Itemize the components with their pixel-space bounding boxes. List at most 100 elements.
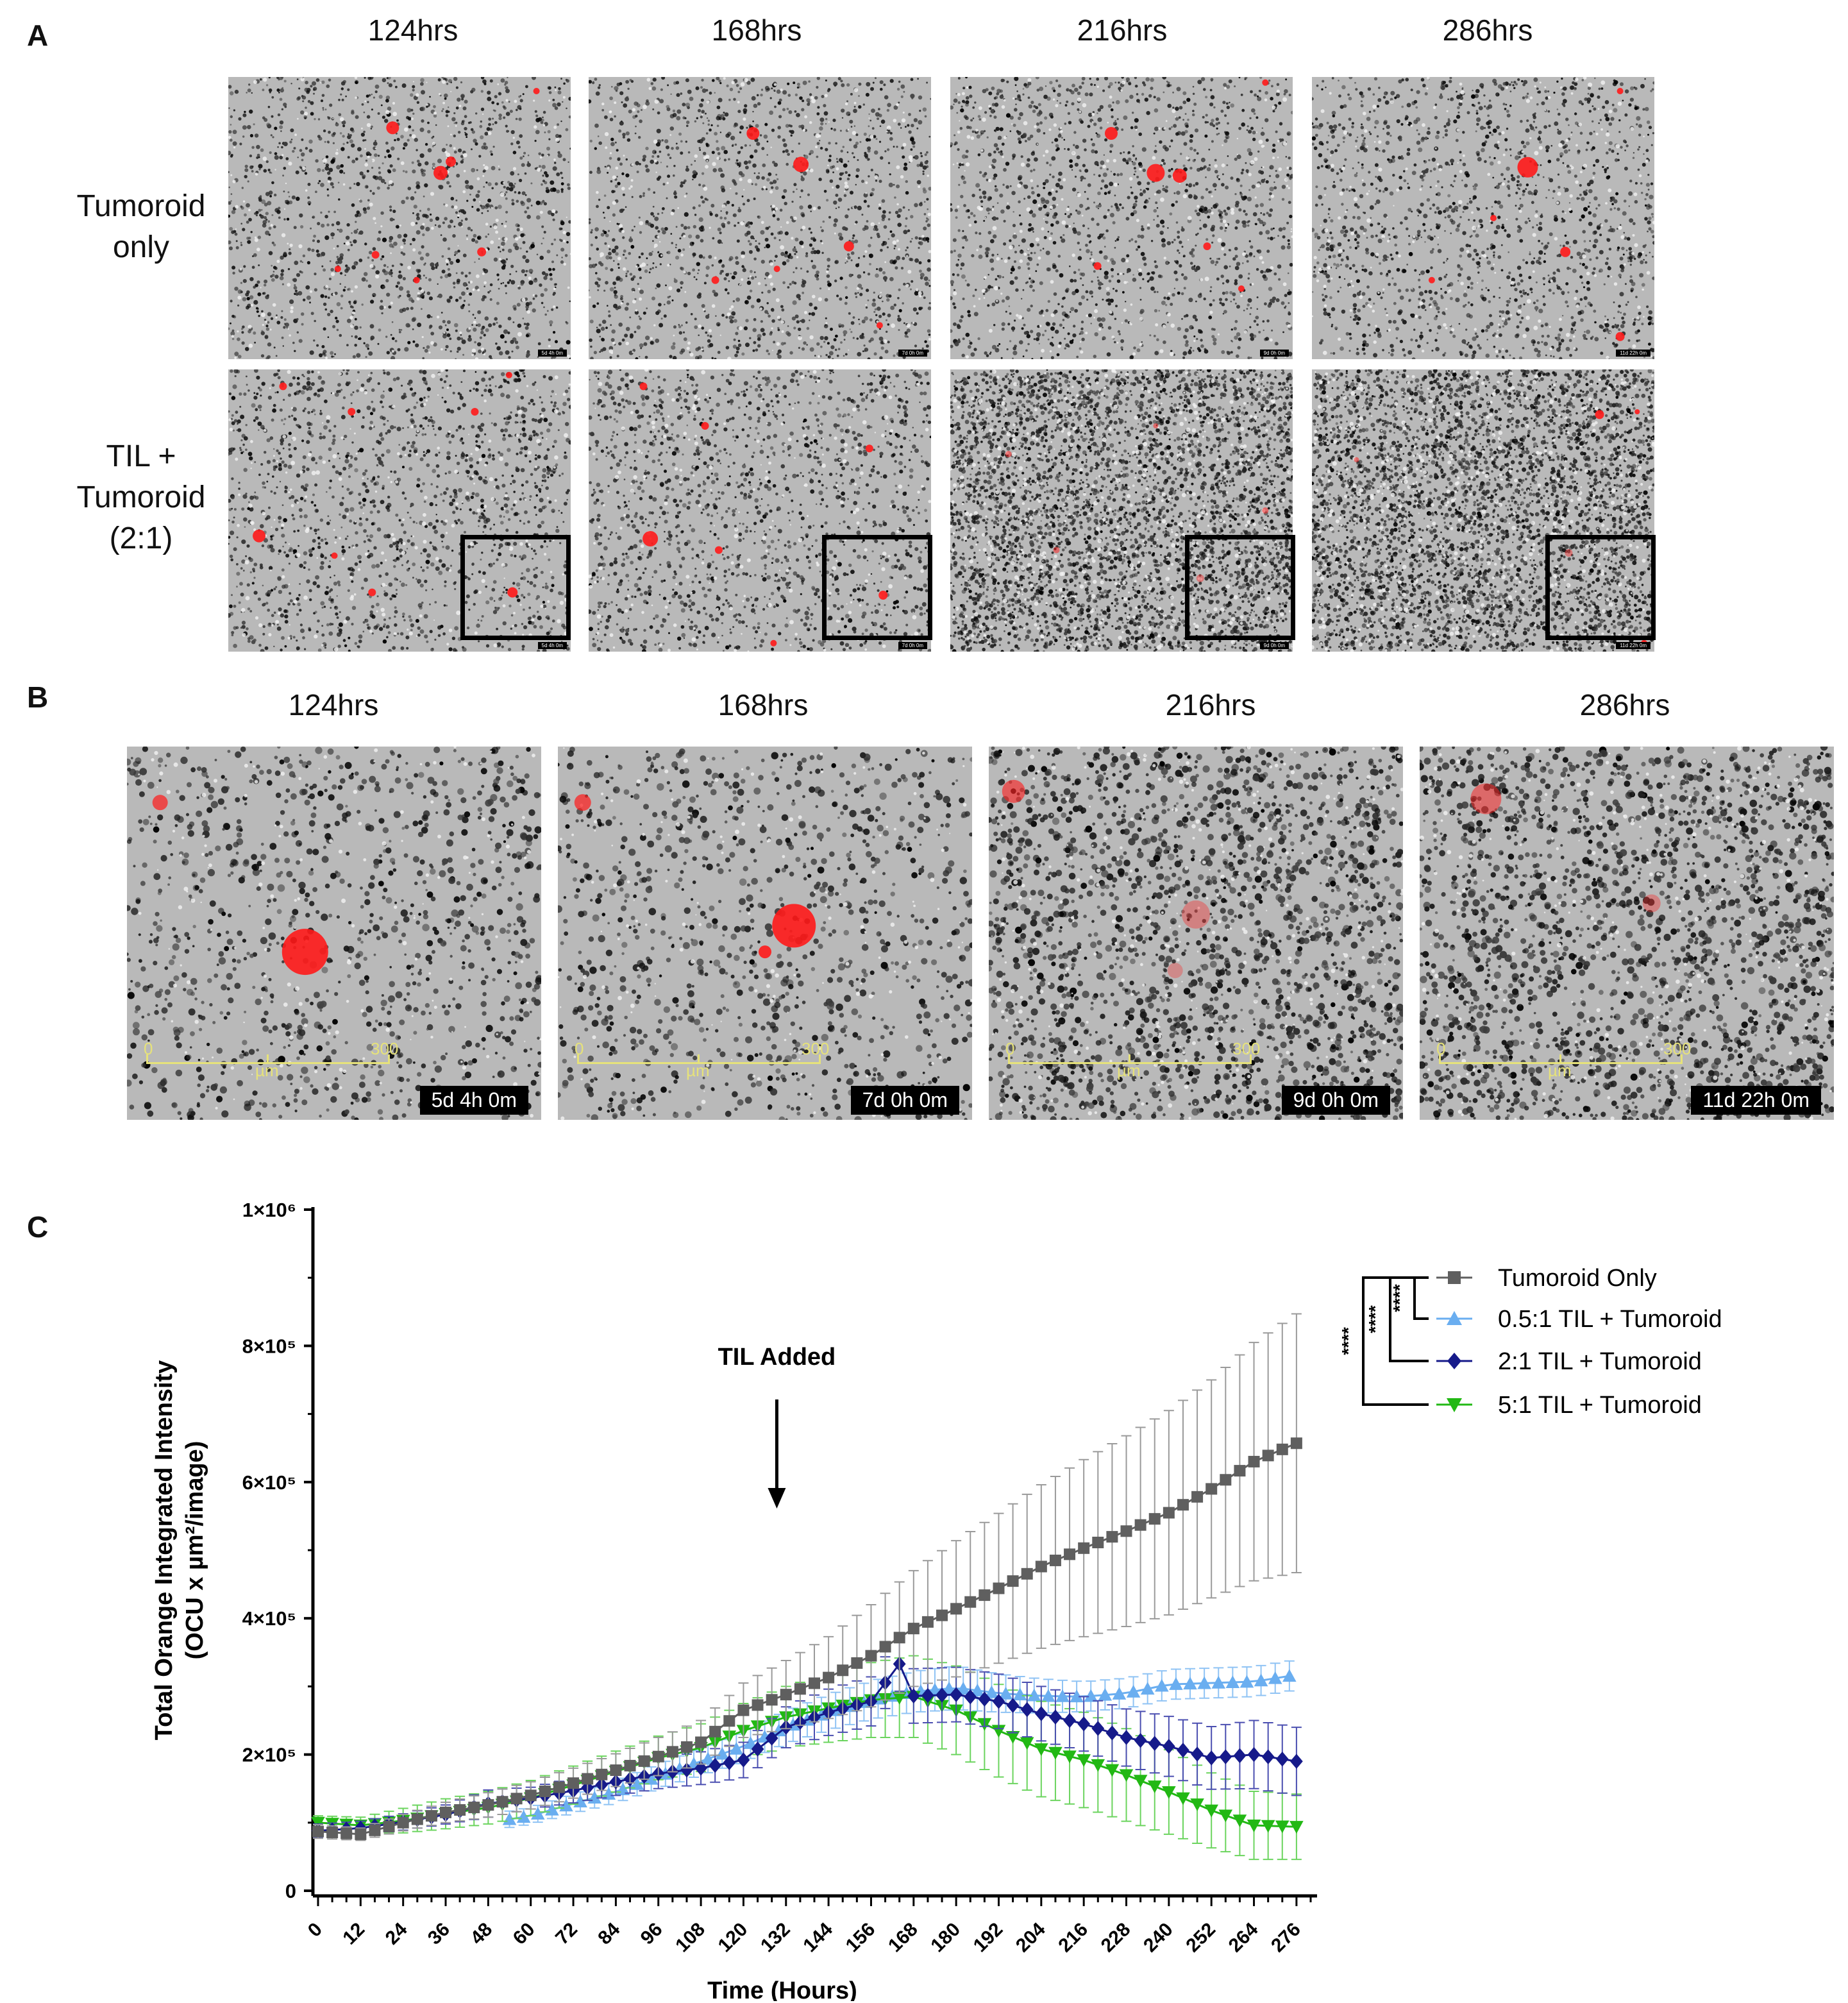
data-point — [1204, 1804, 1218, 1818]
timestamp-label: 11d 22h 0m — [1616, 350, 1651, 357]
x-tick-label: 228 — [1097, 1919, 1135, 1957]
data-point — [950, 1687, 963, 1702]
data-point — [1063, 1750, 1077, 1764]
micrograph-texture — [1312, 77, 1654, 359]
y-tick-label: 4×10⁵ — [242, 1607, 296, 1630]
micrograph-texture — [950, 369, 1293, 652]
data-point — [496, 1796, 508, 1808]
data-point — [1055, 1689, 1070, 1702]
data-point — [1120, 1730, 1133, 1745]
data-point — [1290, 1437, 1302, 1449]
data-point — [1012, 1687, 1027, 1701]
data-point — [1289, 1754, 1303, 1769]
row-label-line: Tumoroid — [51, 477, 231, 518]
data-point — [1134, 1519, 1147, 1531]
data-point — [1006, 1698, 1020, 1713]
data-point — [1034, 1706, 1048, 1721]
data-point — [680, 1762, 693, 1778]
data-point — [553, 1781, 565, 1793]
data-point — [1183, 1677, 1197, 1690]
data-point — [837, 1664, 849, 1677]
legend-label: 0.5:1 TIL + Tumoroid — [1498, 1306, 1722, 1333]
data-point — [1035, 1560, 1047, 1573]
scale-label-start: 0 — [144, 1039, 153, 1059]
data-point — [644, 1771, 659, 1785]
data-point — [729, 1741, 744, 1755]
data-point — [1133, 1775, 1148, 1788]
data-point — [1289, 1821, 1304, 1834]
micrograph-texture — [228, 77, 571, 359]
data-point — [1005, 1730, 1020, 1744]
x-tick-label: 144 — [799, 1918, 837, 1956]
data-point — [737, 1704, 750, 1716]
data-point — [892, 1692, 907, 1705]
data-point — [1163, 1507, 1175, 1519]
data-point — [1049, 1709, 1062, 1725]
x-tick-label: 264 — [1225, 1918, 1263, 1956]
micrograph-tumoroid-only-216hrs: 9d 0h 0m — [950, 77, 1293, 359]
y-tick-label: 6×10⁵ — [242, 1471, 296, 1494]
micrograph-texture — [589, 369, 931, 652]
x-tick-label: 48 — [466, 1919, 496, 1949]
data-point — [1098, 1687, 1113, 1701]
data-point — [1247, 1820, 1261, 1832]
x-tick-label: 0 — [304, 1919, 326, 1941]
data-point — [482, 1799, 494, 1811]
x-tick-label: 216 — [1054, 1919, 1092, 1957]
timestamp-label: 9d 0h 0m — [1281, 1086, 1390, 1115]
data-point — [1027, 1688, 1041, 1702]
data-point — [1205, 1483, 1218, 1495]
panel-b-col-title: 124hrs — [205, 688, 462, 722]
zoom-region-box — [1185, 535, 1295, 640]
x-tick-label: 180 — [927, 1919, 964, 1957]
data-point — [525, 1789, 537, 1802]
data-point — [610, 1764, 622, 1777]
data-point — [1205, 1750, 1218, 1766]
row-label-line: only — [51, 227, 231, 268]
panel-a-row-label-tumoroid-only: Tumoroid only — [51, 186, 231, 268]
x-tick-label: 132 — [757, 1919, 794, 1957]
data-point — [1120, 1525, 1132, 1537]
significance-bracket — [1413, 1276, 1429, 1320]
micrograph-tumoroid-only-124hrs: 5d 4h 0m — [228, 77, 571, 359]
data-point — [411, 1813, 423, 1825]
zoom-region-box — [460, 535, 571, 640]
micrograph-texture — [558, 747, 972, 1120]
data-point — [993, 1582, 1005, 1594]
x-tick-label: 168 — [884, 1919, 922, 1957]
annotation-arrow-head — [768, 1488, 786, 1509]
zoom-micrograph-124hrs: 0 µm 300 5d 4h 0m — [127, 747, 541, 1120]
data-point — [1077, 1754, 1091, 1767]
data-point — [468, 1802, 480, 1814]
data-point — [567, 1777, 580, 1789]
x-tick-label: 240 — [1139, 1919, 1177, 1957]
y-axis-label: Total Orange Integrated Intensity — [151, 1360, 178, 1741]
panel-label-b: B — [27, 680, 48, 714]
scale-label-start: 0 — [575, 1039, 584, 1059]
data-point — [1176, 1792, 1190, 1805]
data-point — [998, 1686, 1013, 1700]
panel-a-row-label-til-tumoroid: TIL + Tumoroid (2:1) — [51, 436, 231, 559]
micrograph-til-tumoroid-286hrs: 11d 22h 0m — [1312, 369, 1654, 652]
data-point — [1282, 1669, 1297, 1682]
legend-marker — [1447, 1353, 1461, 1369]
series-line — [317, 1695, 1297, 1828]
zoom-micrograph-168hrs: 0 µm 300 7d 0h 0m — [558, 747, 972, 1120]
scale-bar: 0 µm 300 — [575, 1039, 829, 1081]
data-point — [701, 1752, 715, 1765]
data-point — [1078, 1542, 1090, 1554]
scale-label-start: 0 — [1005, 1039, 1014, 1059]
zoom-micrograph-286hrs: 0 µm 300 11d 22h 0m — [1420, 747, 1834, 1120]
data-point — [1177, 1743, 1189, 1758]
timestamp-label: 11d 22h 0m — [1691, 1086, 1821, 1115]
data-point — [865, 1650, 877, 1662]
data-point — [809, 1677, 820, 1689]
data-point — [970, 1683, 985, 1696]
data-point — [1225, 1675, 1240, 1689]
intensity-line-chart: 0 2×10⁵ 4×10⁵ 6×10⁵ 8×10⁵ 1×10⁶ 0 12 24 36 48 60 72 8… — [151, 1199, 1722, 2001]
x-tick-label: 192 — [970, 1919, 1007, 1957]
data-point — [1091, 1759, 1105, 1772]
data-point — [893, 1632, 905, 1644]
data-point — [311, 1816, 325, 1830]
data-point — [440, 1806, 452, 1818]
